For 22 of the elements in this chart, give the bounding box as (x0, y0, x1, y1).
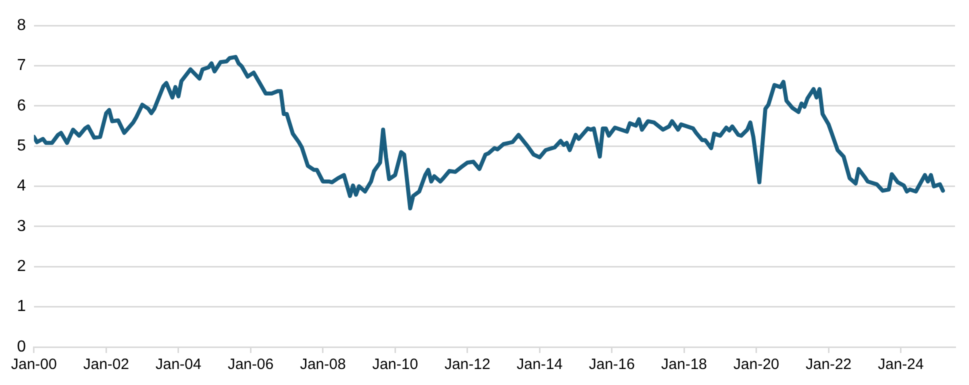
x-tick-label: Jan-10 (372, 356, 418, 374)
x-tick-label: Jan-06 (228, 356, 274, 374)
y-tick-label: 5 (17, 138, 26, 155)
x-tick-label: Jan-20 (733, 356, 780, 374)
x-tick-label: Jan-04 (155, 356, 202, 374)
x-tick-label: Jan-22 (806, 356, 852, 374)
y-tick-label: 7 (17, 57, 26, 74)
x-tick-label: Jan-00 (10, 356, 57, 374)
y-tick-label: 8 (17, 17, 26, 34)
x-tick-label: Jan-18 (661, 356, 708, 374)
y-tick-label: 2 (17, 258, 26, 276)
x-tick-label: Jan-16 (588, 356, 635, 374)
y-tick-label: 3 (17, 218, 26, 235)
y-tick-label: 6 (17, 97, 26, 114)
x-tick-label: Jan-24 (878, 356, 924, 374)
x-tick-label: Jan-14 (516, 356, 563, 374)
x-tick-label: Jan-02 (83, 356, 130, 374)
y-tick-label: 4 (17, 178, 26, 195)
x-tick-label: Jan-08 (300, 356, 346, 374)
y-tick-label: 0 (17, 338, 26, 356)
y-tick-label: 1 (17, 298, 26, 316)
x-tick-label: Jan-12 (444, 356, 490, 374)
